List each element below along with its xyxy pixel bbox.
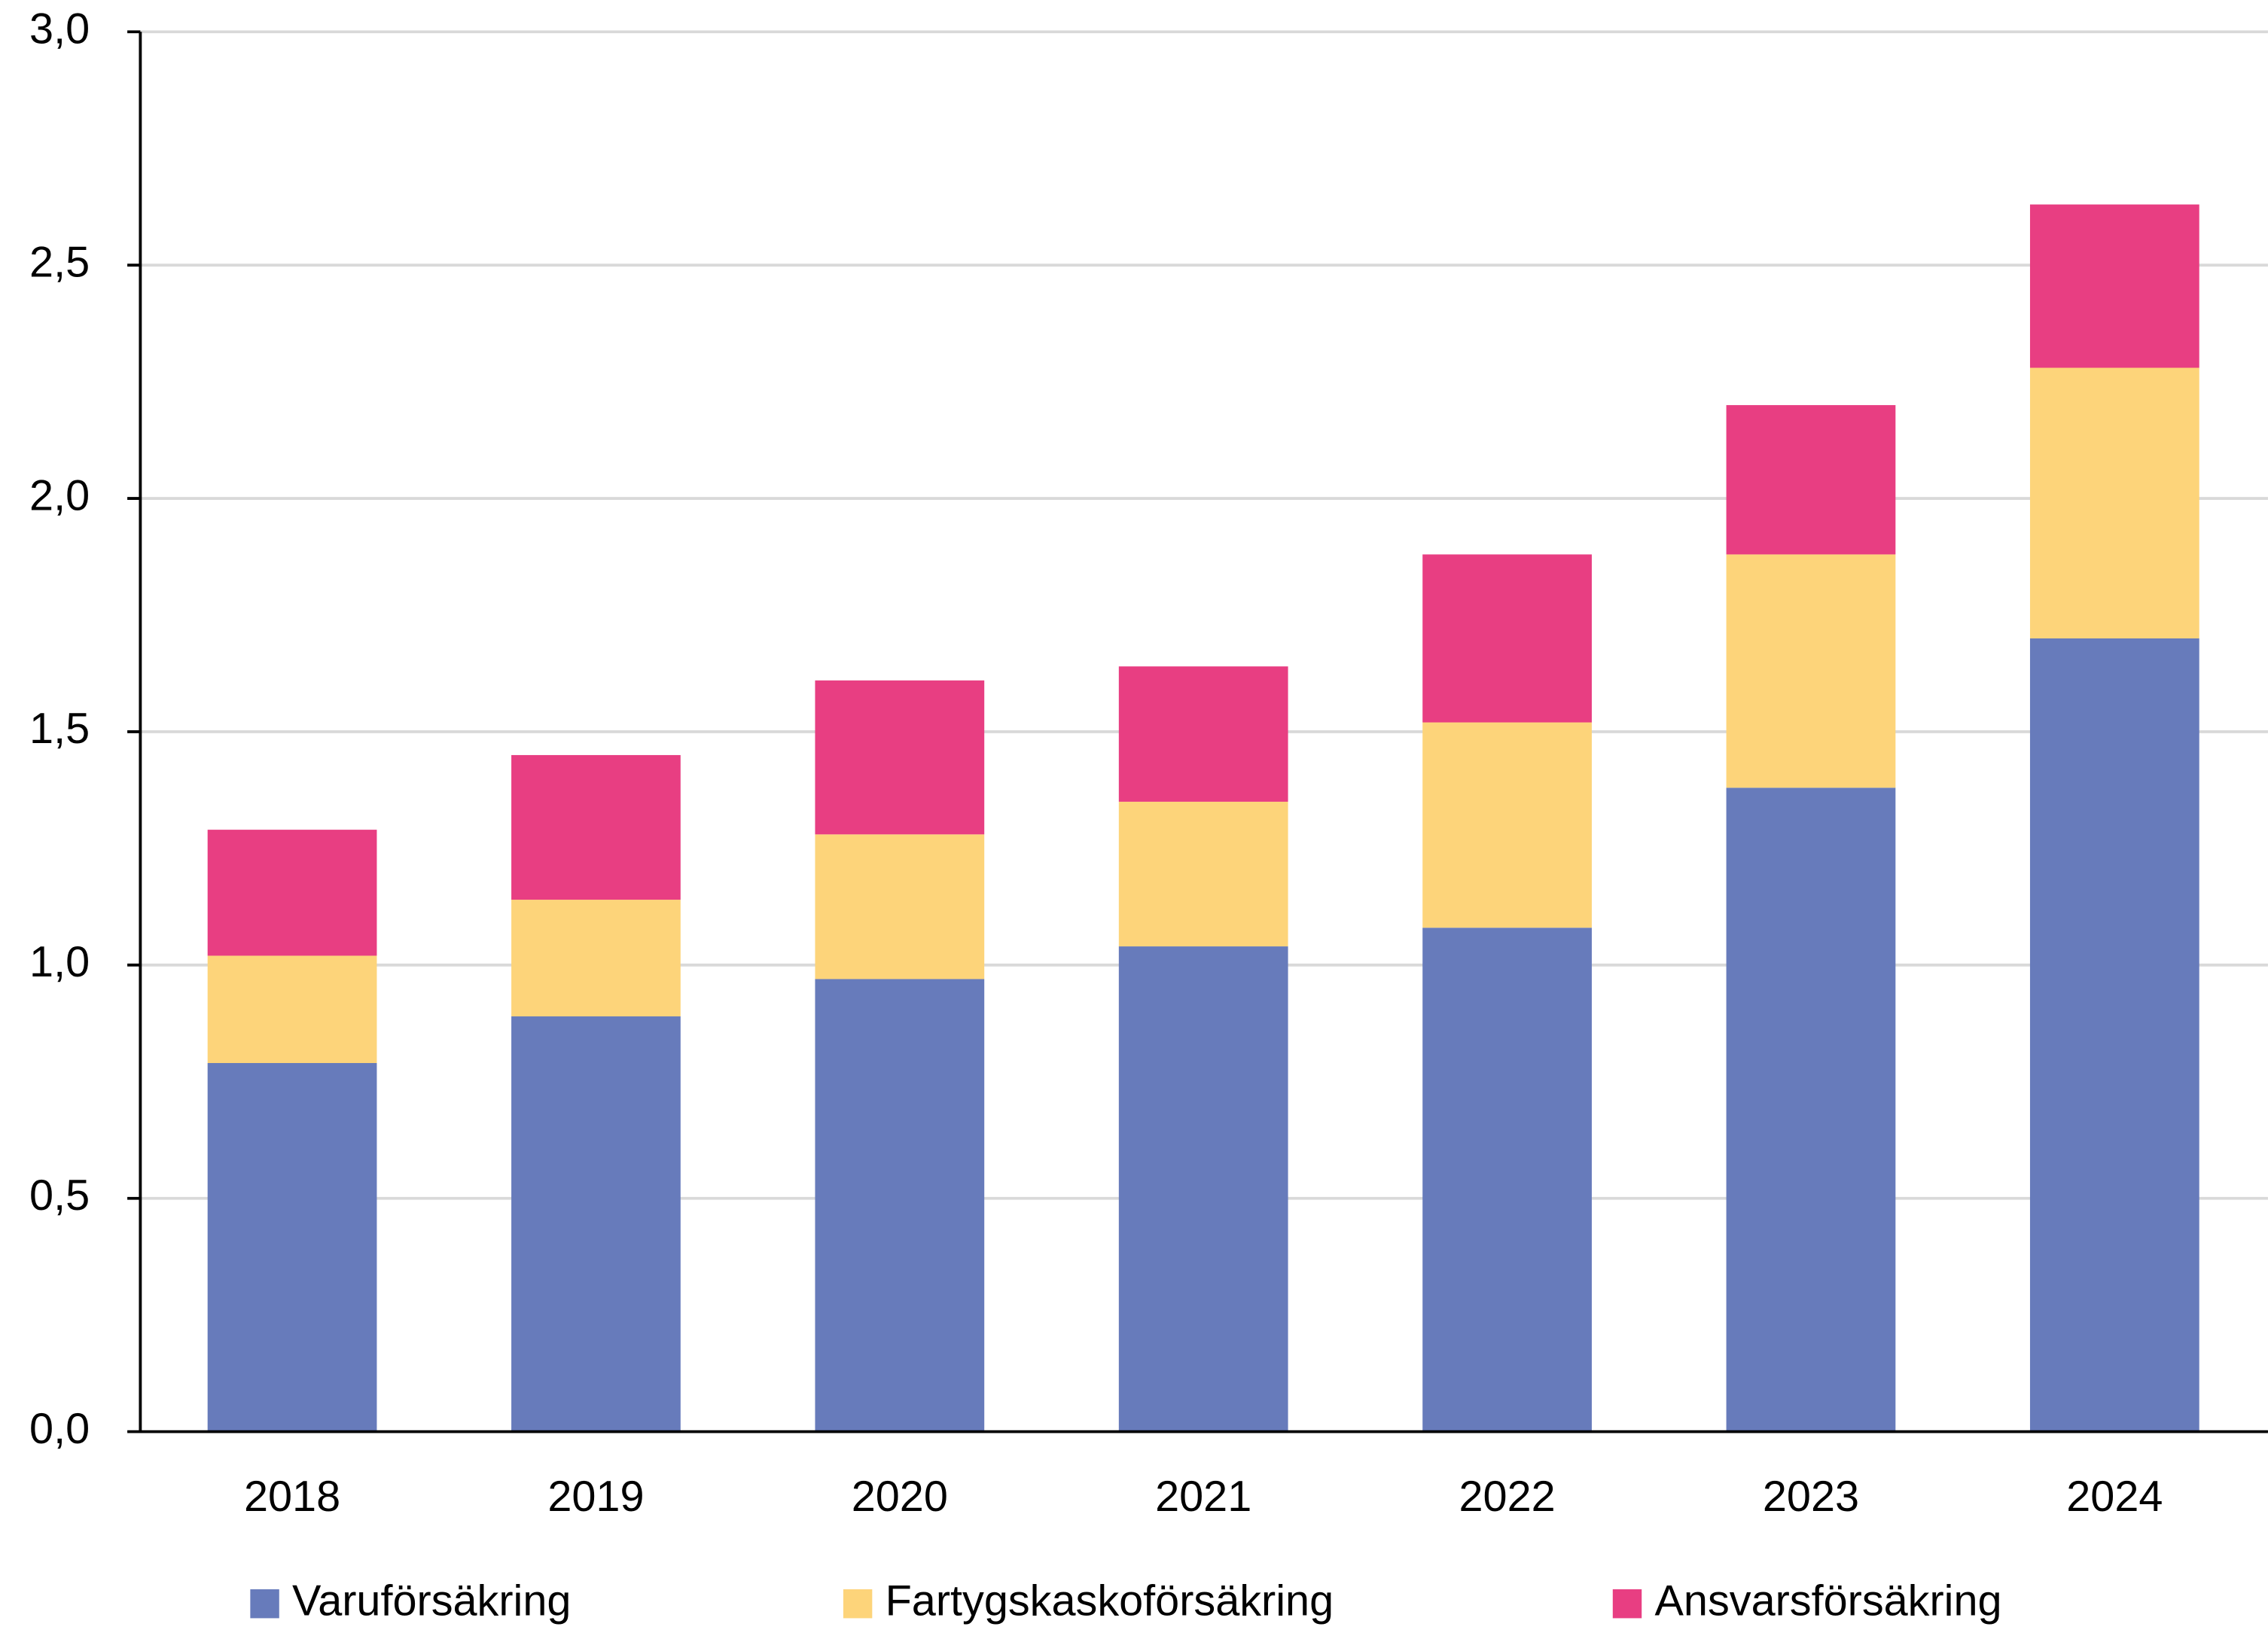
bar: [1726, 405, 1896, 555]
bar: [1422, 554, 1592, 723]
bar: [815, 680, 985, 835]
bar: [1118, 801, 1288, 947]
bar: [207, 830, 377, 956]
bar: [1726, 787, 1896, 1432]
x-tick-label: 2022: [1459, 1473, 1555, 1521]
legend-swatch: [1612, 1589, 1642, 1619]
x-tick-label: 2021: [1155, 1473, 1251, 1521]
bar: [815, 834, 985, 979]
bar: [1118, 946, 1288, 1432]
bar: [1726, 554, 1896, 788]
bar: [2029, 204, 2199, 368]
legend-label: Ansvarsförsäkring: [1655, 1576, 2002, 1625]
legend-label: Varuförsäkring: [292, 1576, 571, 1625]
x-tick-label: 2019: [547, 1473, 644, 1521]
bar: [207, 1063, 377, 1432]
y-tick-label: 1,5: [29, 705, 90, 753]
y-tick-label: 0,0: [29, 1405, 90, 1453]
bar: [511, 900, 681, 1017]
bar: [511, 754, 681, 900]
legend-swatch: [250, 1589, 279, 1619]
bar: [815, 979, 985, 1432]
y-tick-label: 1,0: [29, 938, 90, 986]
bar: [1422, 722, 1592, 928]
x-tick-label: 2024: [2066, 1473, 2163, 1521]
legend-label: Fartygskaskoförsäkring: [886, 1576, 1334, 1625]
y-tick-label: 2,0: [29, 471, 90, 519]
x-tick-label: 2023: [1763, 1473, 1859, 1521]
legend-swatch: [843, 1589, 873, 1619]
bar: [2029, 638, 2199, 1432]
bar: [511, 1016, 681, 1432]
y-tick-label: 3,0: [29, 5, 90, 53]
bar: [1422, 928, 1592, 1432]
bar: [1118, 666, 1288, 802]
bar: [207, 955, 377, 1064]
y-tick-label: 0,5: [29, 1171, 90, 1220]
y-tick-label: 2,5: [29, 238, 90, 286]
bar: [2029, 367, 2199, 638]
x-tick-label: 2020: [852, 1473, 948, 1521]
x-tick-label: 2018: [244, 1473, 340, 1521]
